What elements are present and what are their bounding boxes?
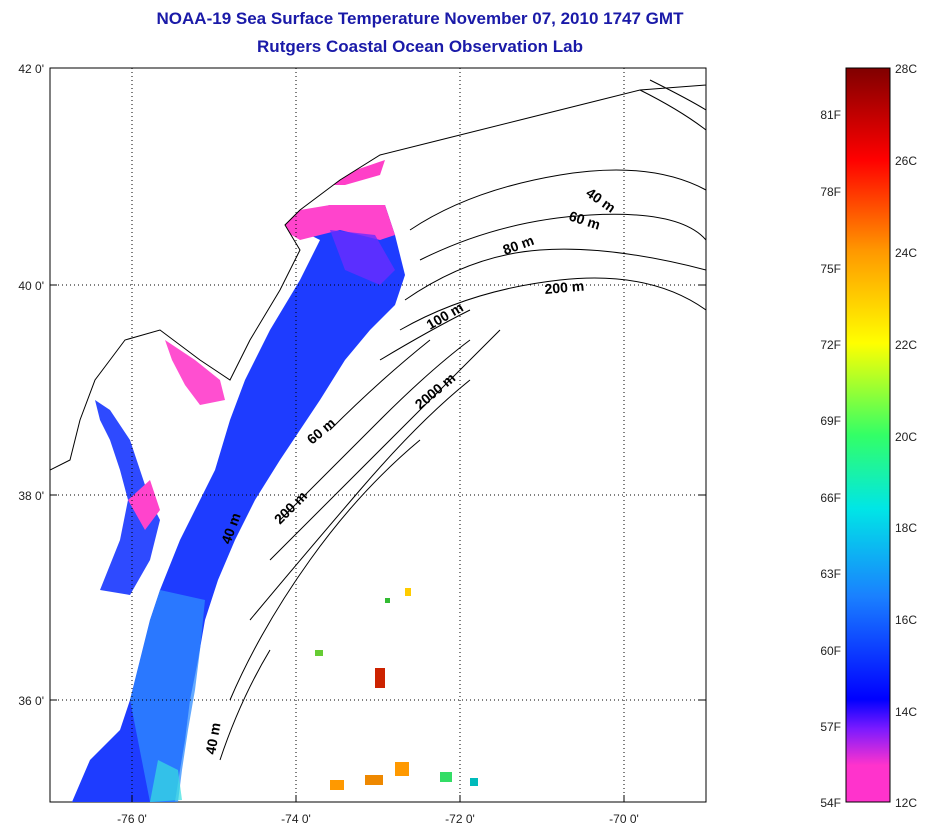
lat-label: 38 0' xyxy=(18,489,44,503)
map-subtitle: Rutgers Coastal Ocean Observation Lab xyxy=(257,37,583,56)
cb-f-label: 81F xyxy=(820,108,841,122)
land-mass xyxy=(50,68,706,471)
cb-c-label: 18C xyxy=(895,521,917,535)
cb-c-label: 28C xyxy=(895,62,917,76)
isobath-label: 40 m xyxy=(202,721,223,755)
lat-label: 36 0' xyxy=(18,694,44,708)
colorbar-fahrenheit-labels: 81F 78F 75F 72F 69F 66F 63F 60F 57F 54F xyxy=(820,108,841,810)
cb-f-label: 60F xyxy=(820,644,841,658)
graticule xyxy=(50,68,706,802)
lon-label: -72 0' xyxy=(445,812,475,826)
lat-label: 42 0' xyxy=(18,62,44,76)
cb-f-label: 69F xyxy=(820,414,841,428)
cb-c-label: 24C xyxy=(895,246,917,260)
bay-cold-patch xyxy=(128,480,160,530)
lon-label: -70 0' xyxy=(609,812,639,826)
cb-f-label: 75F xyxy=(820,262,841,276)
cb-c-label: 12C xyxy=(895,796,917,810)
isobath-lines xyxy=(219,79,706,761)
cb-c-label: 14C xyxy=(895,705,917,719)
lat-label: 40 0' xyxy=(18,279,44,293)
cb-f-label: 57F xyxy=(820,720,841,734)
sst-warm-south xyxy=(130,590,205,802)
ny-bight-cold xyxy=(275,205,395,240)
colorbar xyxy=(845,67,891,803)
cb-c-label: 22C xyxy=(895,338,917,352)
axis-ticks xyxy=(50,67,706,802)
offshore-warm-pixels xyxy=(315,588,478,790)
lon-label: -74 0' xyxy=(281,812,311,826)
colorbar-celsius-labels: 28C 26C 24C 22C 20C 18C 16C 14C 12C xyxy=(895,62,917,810)
cb-f-label: 66F xyxy=(820,491,841,505)
sst-cyan-patch xyxy=(150,760,182,802)
chesapeake-bay xyxy=(95,400,160,595)
cb-c-label: 16C xyxy=(895,613,917,627)
delaware-bay xyxy=(165,340,225,405)
cb-c-label: 26C xyxy=(895,154,917,168)
cb-c-label: 20C xyxy=(895,430,917,444)
map-title: NOAA-19 Sea Surface Temperature November… xyxy=(156,9,684,28)
cb-f-label: 54F xyxy=(820,796,841,810)
isobath-label: 200 m xyxy=(544,278,585,297)
cb-f-label: 63F xyxy=(820,567,841,581)
cb-f-label: 78F xyxy=(820,185,841,199)
lon-label: -76 0' xyxy=(117,812,147,826)
cb-f-label: 72F xyxy=(820,338,841,352)
